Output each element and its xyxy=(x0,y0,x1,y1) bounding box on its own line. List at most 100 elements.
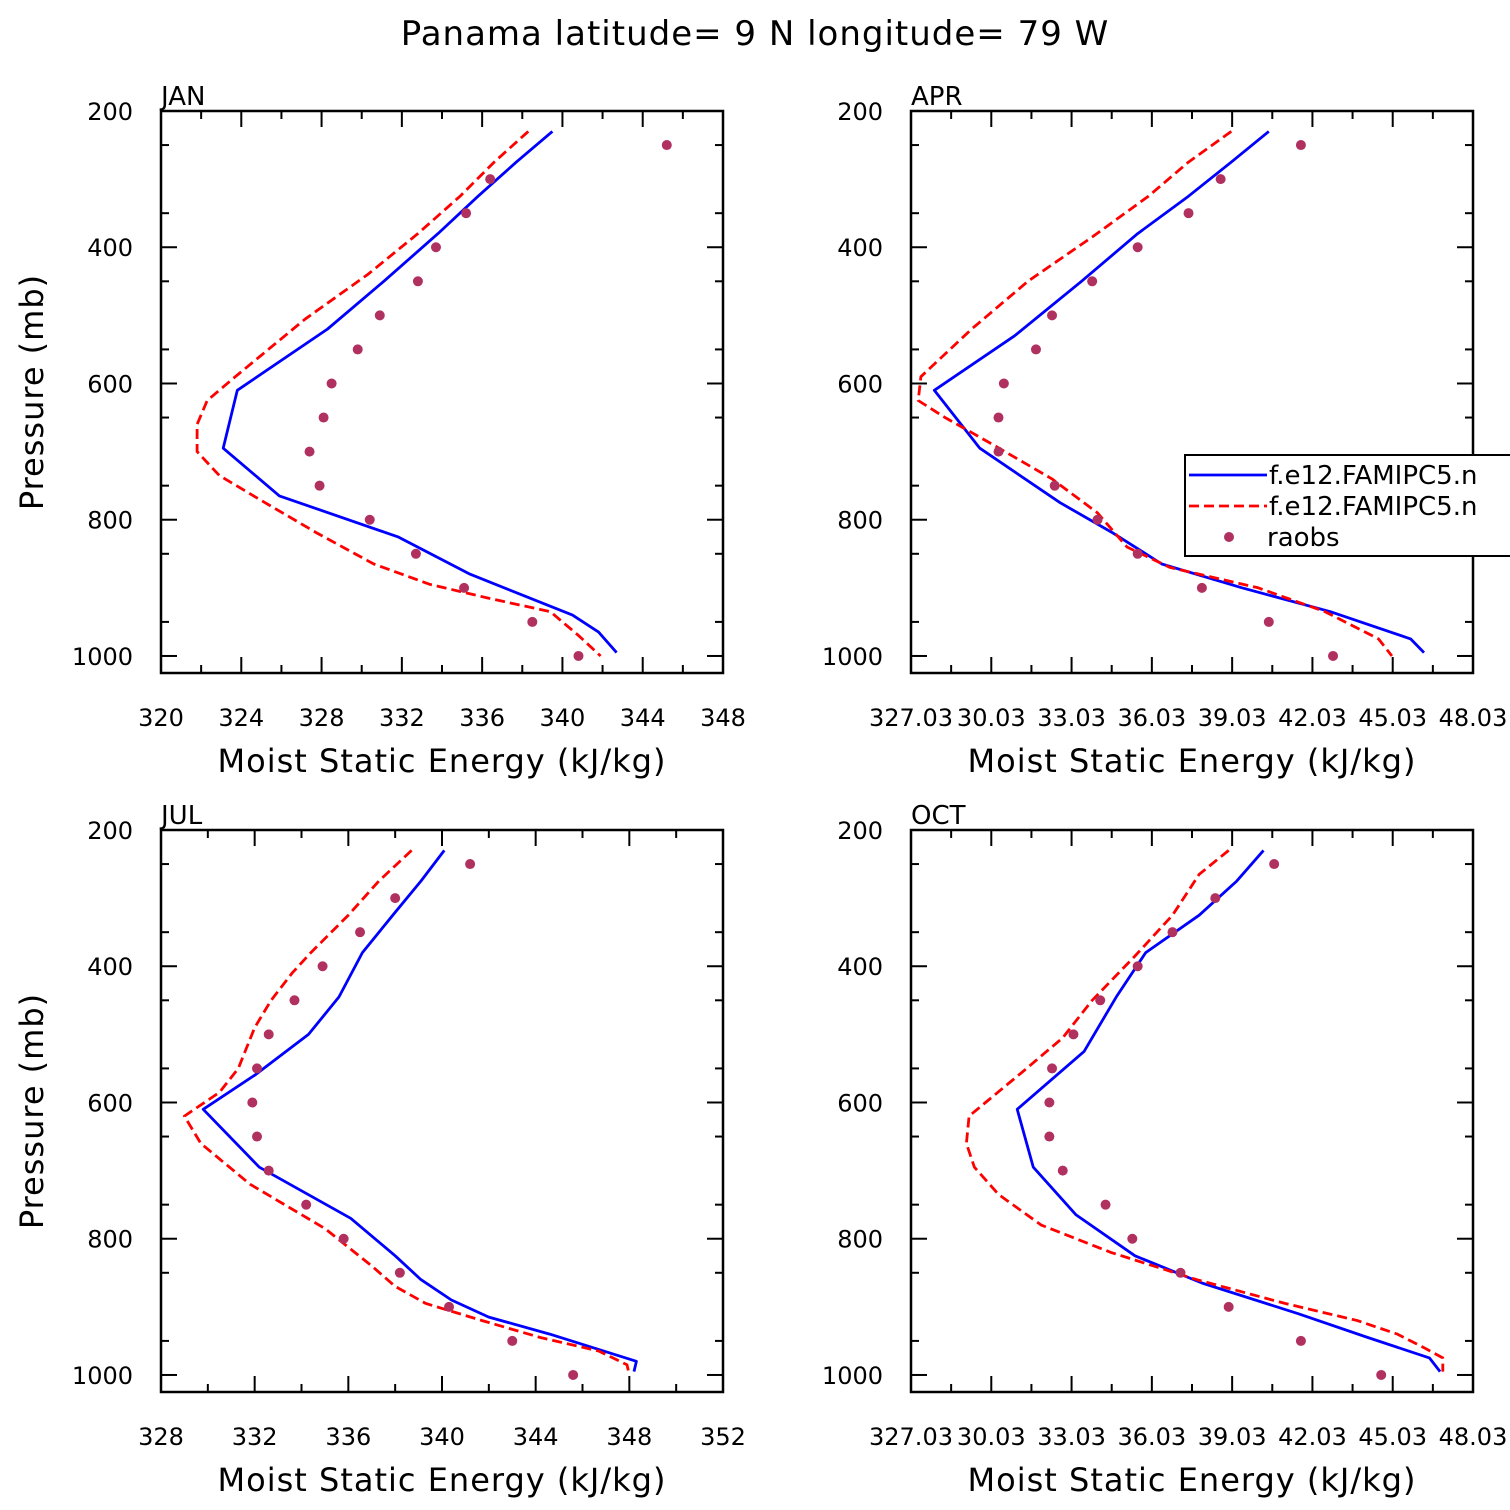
model-dashed-line xyxy=(195,130,602,658)
raobs-point xyxy=(444,1301,455,1312)
raobs-point xyxy=(1269,859,1280,870)
raobs-point xyxy=(661,140,672,151)
raobs-series xyxy=(304,140,672,661)
raobs-point xyxy=(252,1131,263,1142)
plot-frame xyxy=(159,109,725,675)
x-axis-label: Moist Static Energy (kJ/kg) xyxy=(218,1461,667,1499)
x-tick-label: 36.03 xyxy=(1117,704,1186,732)
major-ticks xyxy=(910,829,1474,1392)
plot-frame xyxy=(909,109,1475,675)
raobs-point xyxy=(993,446,1004,457)
y-tick-label: 600 xyxy=(87,370,133,398)
raobs-point xyxy=(252,1063,263,1074)
y-tick-label: 200 xyxy=(87,98,133,126)
raobs-point xyxy=(263,1165,274,1176)
raobs-point xyxy=(1183,208,1194,219)
legend-label: f.e12.FAMIPC5.n xyxy=(1269,492,1477,522)
model-solid-line xyxy=(221,130,618,654)
panels-container: JAN 200 400 600 800 1000 320 324 328 332 336 340 344… xyxy=(13,82,1510,1499)
y-tick-label: 400 xyxy=(837,953,883,981)
raobs-point xyxy=(326,378,337,389)
x-tick-label: 328 xyxy=(299,704,345,732)
raobs-point xyxy=(1044,1131,1055,1142)
y-axis-label: Pressure (mb) xyxy=(13,274,51,510)
raobs-point xyxy=(1295,140,1306,151)
model-solid-line xyxy=(1015,849,1442,1373)
raobs-point xyxy=(1047,310,1058,321)
y-tick-label: 1000 xyxy=(822,643,883,671)
major-ticks xyxy=(910,110,1474,673)
legend-label: raobs xyxy=(1267,523,1340,553)
minor-ticks xyxy=(911,830,1473,1392)
x-tick-label: 39.03 xyxy=(1198,1423,1267,1451)
raobs-point xyxy=(1030,344,1041,355)
raobs-point xyxy=(1223,1301,1234,1312)
raobs-point xyxy=(1127,1233,1138,1244)
x-tick-label: 327.03 xyxy=(869,704,953,732)
raobs-point xyxy=(1215,174,1226,185)
raobs-point xyxy=(355,927,366,938)
raobs-point xyxy=(573,650,584,661)
raobs-series xyxy=(1044,859,1387,1380)
raobs-point xyxy=(410,548,421,559)
x-tick-label: 48.03 xyxy=(1439,1423,1508,1451)
x-tick-label: 45.03 xyxy=(1358,1423,1427,1451)
raobs-point xyxy=(527,616,538,627)
raobs-point xyxy=(1196,582,1207,593)
legend-label: f.e12.FAMIPC5.n xyxy=(1269,461,1477,491)
raobs-point xyxy=(1210,893,1221,904)
minor-ticks xyxy=(161,830,723,1392)
x-tick-label: 332 xyxy=(232,1423,278,1451)
raobs-point xyxy=(1132,548,1143,559)
raobs-point xyxy=(1132,242,1143,253)
plot-frame xyxy=(909,828,1475,1394)
raobs-point xyxy=(465,859,476,870)
y-tick-label: 200 xyxy=(87,817,133,845)
raobs-point xyxy=(1295,1335,1306,1346)
raobs-point xyxy=(1328,650,1339,661)
raobs-point xyxy=(289,995,300,1006)
model-solid-line xyxy=(201,849,638,1372)
raobs-point xyxy=(1044,1097,1055,1108)
panel-label: JUL xyxy=(159,801,203,831)
raobs-point xyxy=(459,582,470,593)
x-axis-label: Moist Static Energy (kJ/kg) xyxy=(968,742,1417,780)
raobs-point xyxy=(374,310,385,321)
raobs-point xyxy=(364,514,375,525)
x-tick-label: 340 xyxy=(419,1423,465,1451)
raobs-point xyxy=(1263,616,1274,627)
x-tick-label: 36.03 xyxy=(1117,1423,1186,1451)
series-group xyxy=(916,130,1426,661)
raobs-point xyxy=(390,893,401,904)
raobs-series xyxy=(993,140,1339,661)
x-tick-label: 348 xyxy=(700,704,746,732)
raobs-series xyxy=(247,859,579,1380)
panel-jan: JAN 200 400 600 800 1000 320 324 328 332 336 340 344… xyxy=(13,82,746,780)
y-tick-label: 800 xyxy=(837,1226,883,1254)
panel-label: APR xyxy=(911,82,963,112)
series-group xyxy=(965,849,1445,1380)
raobs-point xyxy=(1132,961,1143,972)
series-group xyxy=(182,849,638,1380)
raobs-point xyxy=(1087,276,1098,287)
raobs-point xyxy=(430,242,441,253)
panel-label: OCT xyxy=(911,801,966,831)
raobs-point xyxy=(304,446,315,457)
series-group xyxy=(195,130,672,661)
x-tick-label: 324 xyxy=(218,704,264,732)
raobs-point xyxy=(247,1097,258,1108)
raobs-point xyxy=(1068,1029,1079,1040)
x-tick-label: 336 xyxy=(459,704,505,732)
major-ticks xyxy=(160,110,724,673)
x-tick-label: 42.03 xyxy=(1278,704,1347,732)
x-tick-label: 340 xyxy=(540,704,586,732)
x-tick-label: 320 xyxy=(138,704,184,732)
raobs-point xyxy=(394,1267,405,1278)
raobs-point xyxy=(461,208,472,219)
raobs-point xyxy=(1100,1199,1111,1210)
x-tick-label: 328 xyxy=(138,1423,184,1451)
y-tick-label: 1000 xyxy=(72,643,133,671)
raobs-point xyxy=(317,961,328,972)
